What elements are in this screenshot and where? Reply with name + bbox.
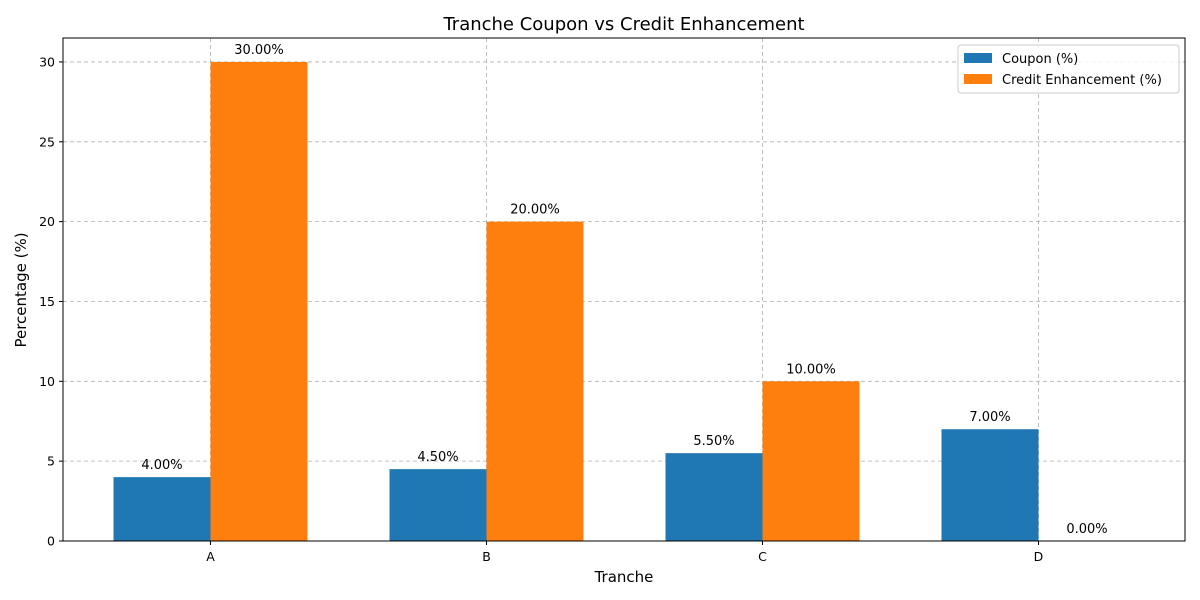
x-tick-label: B bbox=[482, 549, 491, 564]
bar-coupon bbox=[941, 429, 1039, 541]
y-tick-label: 25 bbox=[39, 134, 55, 149]
x-axis-label: Tranche bbox=[594, 568, 654, 586]
data-label: 30.00% bbox=[234, 43, 284, 58]
legend: Coupon (%) Credit Enhancement (%) bbox=[957, 44, 1180, 94]
bar-credit-enhancement bbox=[210, 61, 308, 541]
legend-swatch bbox=[964, 53, 992, 63]
bar-credit-enhancement bbox=[486, 221, 584, 541]
bar-coupon bbox=[665, 453, 763, 541]
data-label: 7.00% bbox=[969, 410, 1010, 425]
plot-frame bbox=[62, 37, 1186, 542]
bar-coupon bbox=[113, 477, 211, 541]
data-labels: 4.00% 4.50% 5.50% 7.00% 30.00% 20.00% 10.00% 0.… bbox=[141, 43, 1107, 537]
data-label: 4.00% bbox=[141, 458, 182, 473]
legend-entry: Credit Enhancement (%) bbox=[1002, 73, 1162, 88]
data-label: 10.00% bbox=[786, 362, 836, 377]
x-tick-label: A bbox=[206, 549, 215, 564]
data-label: 5.50% bbox=[693, 434, 734, 449]
legend-box bbox=[957, 44, 1180, 94]
bar-coupon bbox=[389, 469, 487, 541]
x-axis: A B C D bbox=[206, 541, 1043, 564]
bars bbox=[113, 61, 1039, 541]
legend-entry: Coupon (%) bbox=[1002, 52, 1078, 67]
y-tick-label: 20 bbox=[39, 214, 55, 229]
chart-title: Tranche Coupon vs Credit Enhancement bbox=[442, 14, 804, 35]
y-axis-label: Percentage (%) bbox=[12, 232, 30, 347]
y-tick-label: 15 bbox=[39, 294, 55, 309]
y-axis: 0 5 10 15 20 25 30 bbox=[39, 54, 63, 549]
data-label: 0.00% bbox=[1066, 522, 1107, 537]
data-label: 20.00% bbox=[510, 203, 560, 218]
legend-swatch bbox=[964, 74, 992, 84]
x-tick-label: D bbox=[1034, 549, 1044, 564]
y-tick-label: 30 bbox=[39, 54, 55, 69]
y-tick-label: 10 bbox=[39, 374, 55, 389]
x-tick-label: C bbox=[758, 549, 767, 564]
y-tick-label: 5 bbox=[47, 454, 55, 469]
y-tick-label: 0 bbox=[47, 534, 55, 549]
bar-credit-enhancement bbox=[762, 381, 860, 541]
data-label: 4.50% bbox=[417, 450, 458, 465]
